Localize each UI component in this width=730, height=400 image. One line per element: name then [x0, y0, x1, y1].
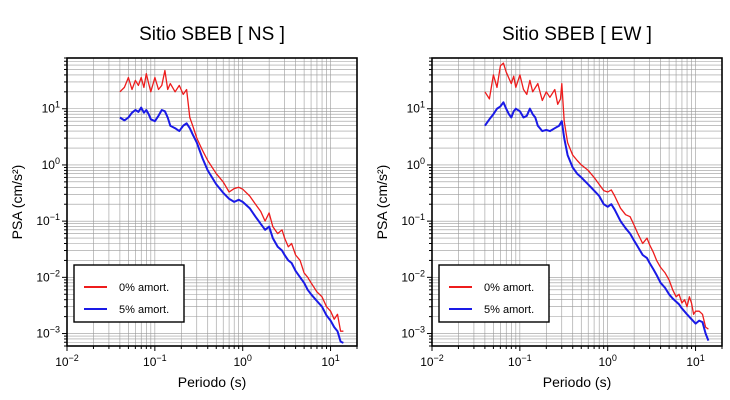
y-tick-label: 10−1	[401, 212, 425, 228]
ticks	[427, 57, 723, 351]
legend: 0% amort. 5% amort.	[438, 264, 550, 323]
chart-panel-0: 10−2 10−1 100 101 10−3 10−2 10−1 100 101 Sitio SB…	[9, 24, 358, 390]
legend-label: 0% amort.	[484, 282, 534, 294]
plot-frame	[431, 57, 723, 347]
plot-frame	[66, 57, 358, 347]
y-tick-label: 10−2	[401, 268, 425, 284]
legend: 0% amort. 5% amort.	[73, 264, 185, 323]
y-tick-label: 10−2	[36, 268, 60, 284]
x-tick-label: 10−2	[420, 353, 444, 369]
x-tick-label: 10−2	[55, 353, 79, 369]
y-tick-label: 100	[407, 156, 425, 172]
y-axis-label: PSA (cm/s²)	[374, 165, 390, 240]
series-line-amort-5	[484, 101, 710, 341]
legend-label: 5% amort.	[484, 304, 534, 316]
grid	[431, 57, 723, 347]
series-line-amort-5	[119, 106, 344, 344]
legend-box	[73, 264, 185, 323]
y-tick-label: 101	[42, 100, 60, 116]
chart-panel-1: 10−2 10−1 100 101 10−3 10−2 10−1 100 101 Sitio SB…	[374, 24, 723, 390]
x-axis-label: Periodo (s)	[178, 374, 246, 390]
chart-title: Sitio SBEB [ NS ]	[139, 24, 285, 45]
legend-box	[438, 264, 550, 323]
x-tick-label: 101	[321, 353, 339, 369]
x-tick-label: 10−1	[143, 353, 167, 369]
y-tick-label: 10−3	[401, 325, 425, 341]
legend-label: 0% amort.	[119, 282, 169, 294]
x-tick-label: 10−1	[508, 353, 532, 369]
ticks	[62, 57, 358, 351]
series-line-amort-0	[484, 62, 709, 330]
x-tick-label: 100	[599, 353, 617, 369]
x-axis-label: Periodo (s)	[543, 374, 611, 390]
x-tick-label: 100	[234, 353, 252, 369]
y-tick-label: 10−3	[36, 325, 60, 341]
series-line-amort-0	[119, 69, 344, 332]
y-axis-label: PSA (cm/s²)	[9, 165, 25, 240]
chart-title: Sitio SBEB [ EW ]	[502, 24, 652, 45]
y-tick-label: 10−1	[36, 212, 60, 228]
y-tick-label: 101	[407, 100, 425, 116]
y-tick-label: 100	[42, 156, 60, 172]
x-tick-label: 101	[686, 353, 704, 369]
legend-label: 5% amort.	[119, 304, 169, 316]
